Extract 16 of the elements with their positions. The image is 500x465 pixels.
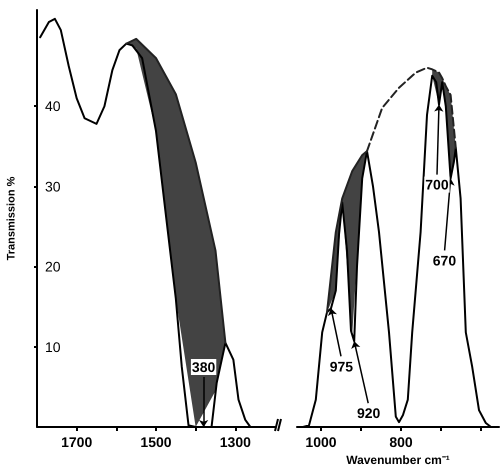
- y-tick-label: 30: [45, 178, 61, 194]
- y-tick-label: 10: [45, 338, 61, 355]
- y-tick-label: 20: [45, 258, 61, 275]
- y-tick-label: 40: [45, 98, 61, 114]
- x-tick-label: 800: [389, 434, 413, 450]
- annotation: 670: [432, 252, 456, 268]
- y-axis-title: Transmission %: [6, 176, 18, 260]
- x-tick-label: 1500: [140, 434, 172, 450]
- x-tick-label: 1300: [220, 434, 252, 450]
- annotation: 920: [356, 405, 381, 422]
- x-tick-label: 1000: [305, 434, 337, 450]
- annotation: 700: [425, 176, 449, 193]
- x-axis-title: Wavenumber cm⁻¹: [346, 453, 450, 465]
- x-tick-label: 1700: [61, 434, 92, 450]
- annotation: 975: [330, 358, 354, 374]
- annotation: 380: [192, 359, 216, 375]
